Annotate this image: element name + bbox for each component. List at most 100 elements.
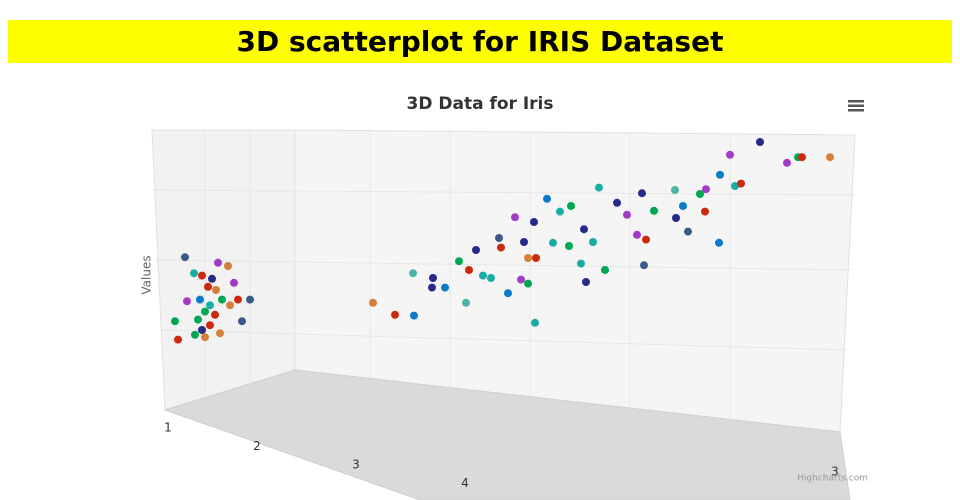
point bbox=[517, 275, 525, 284]
point bbox=[234, 295, 242, 304]
point bbox=[191, 330, 199, 339]
point bbox=[206, 321, 214, 330]
point bbox=[441, 283, 449, 292]
point bbox=[410, 311, 418, 320]
point bbox=[671, 186, 679, 194]
point bbox=[582, 278, 590, 286]
x-tick-label: 1 bbox=[164, 421, 172, 435]
point bbox=[524, 254, 532, 262]
point bbox=[216, 329, 224, 338]
point bbox=[702, 185, 710, 194]
point bbox=[577, 259, 585, 268]
point bbox=[246, 295, 254, 304]
point bbox=[497, 243, 505, 252]
point bbox=[726, 150, 734, 159]
point bbox=[201, 307, 209, 316]
point bbox=[613, 198, 621, 207]
point bbox=[640, 261, 648, 270]
point bbox=[737, 179, 745, 188]
point bbox=[783, 158, 791, 167]
point bbox=[623, 210, 631, 219]
point bbox=[204, 282, 212, 291]
point bbox=[580, 225, 588, 234]
point bbox=[504, 289, 512, 298]
point bbox=[198, 271, 206, 280]
point bbox=[511, 213, 519, 222]
point bbox=[183, 297, 191, 306]
point bbox=[455, 257, 463, 266]
point bbox=[201, 333, 209, 342]
point bbox=[549, 238, 557, 247]
point bbox=[198, 326, 206, 334]
floor bbox=[163, 369, 851, 500]
point bbox=[679, 202, 687, 210]
point bbox=[428, 283, 436, 292]
point bbox=[462, 298, 470, 307]
point bbox=[479, 271, 487, 280]
point bbox=[218, 295, 226, 304]
point bbox=[190, 269, 198, 278]
point bbox=[174, 335, 182, 344]
x-tick-label: 3 bbox=[352, 458, 360, 472]
point bbox=[212, 286, 220, 294]
point bbox=[826, 153, 834, 162]
z-tick-label: 3 bbox=[831, 465, 839, 479]
y-axis-title: Values bbox=[140, 255, 154, 294]
left-wall bbox=[151, 129, 296, 411]
point bbox=[696, 190, 704, 198]
page-header: 3D scatterplot for IRIS Dataset bbox=[8, 20, 952, 63]
point bbox=[211, 310, 219, 319]
chart-title: 3D Data for Iris bbox=[407, 94, 554, 114]
point bbox=[672, 214, 680, 222]
point bbox=[556, 207, 564, 216]
point bbox=[650, 206, 658, 215]
point bbox=[524, 279, 532, 288]
point bbox=[391, 310, 399, 319]
point bbox=[224, 262, 232, 270]
point bbox=[601, 266, 609, 274]
point bbox=[181, 253, 189, 262]
point bbox=[429, 274, 437, 282]
point bbox=[798, 153, 806, 162]
x-tick-label: 2 bbox=[253, 439, 261, 453]
point bbox=[642, 235, 650, 244]
point bbox=[715, 238, 723, 247]
point bbox=[472, 246, 480, 254]
point bbox=[731, 182, 739, 190]
point bbox=[567, 202, 575, 210]
menu-button[interactable] bbox=[846, 95, 868, 115]
point bbox=[701, 207, 709, 216]
point bbox=[589, 238, 597, 246]
credits: Highcharts.com bbox=[797, 474, 868, 484]
point bbox=[208, 274, 216, 283]
point bbox=[633, 230, 641, 239]
point bbox=[495, 234, 503, 242]
x-tick-label: 4 bbox=[461, 476, 469, 490]
point bbox=[595, 183, 603, 192]
point bbox=[531, 318, 539, 327]
point bbox=[756, 138, 764, 146]
point bbox=[487, 274, 495, 282]
point bbox=[171, 317, 179, 326]
point bbox=[520, 238, 528, 246]
point bbox=[409, 269, 417, 278]
point bbox=[214, 258, 222, 267]
point bbox=[369, 298, 377, 307]
point bbox=[565, 242, 573, 250]
point bbox=[465, 266, 473, 274]
point bbox=[194, 315, 202, 324]
point bbox=[684, 227, 692, 236]
point bbox=[638, 189, 646, 198]
point bbox=[206, 301, 214, 310]
point bbox=[716, 170, 724, 179]
point bbox=[532, 254, 540, 262]
point bbox=[226, 301, 234, 310]
point bbox=[230, 278, 238, 287]
point bbox=[238, 317, 246, 326]
point bbox=[543, 194, 551, 203]
wall-grid bbox=[151, 130, 856, 420]
point bbox=[530, 218, 538, 226]
point bbox=[196, 295, 204, 304]
